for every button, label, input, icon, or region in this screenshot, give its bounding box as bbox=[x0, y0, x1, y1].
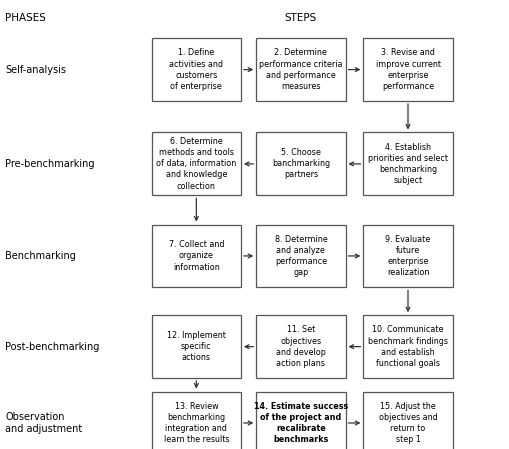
FancyBboxPatch shape bbox=[362, 38, 452, 101]
Text: 15. Adjust the
objectives and
return to
step 1: 15. Adjust the objectives and return to … bbox=[378, 402, 437, 444]
FancyBboxPatch shape bbox=[362, 392, 452, 449]
Text: 11. Set
objectives
and develop
action plans: 11. Set objectives and develop action pl… bbox=[275, 326, 325, 368]
FancyBboxPatch shape bbox=[152, 392, 241, 449]
Text: Benchmarking: Benchmarking bbox=[5, 251, 76, 261]
Text: PHASES: PHASES bbox=[5, 13, 46, 23]
FancyBboxPatch shape bbox=[152, 224, 241, 287]
FancyBboxPatch shape bbox=[256, 132, 345, 195]
Text: 6. Determine
methods and tools
of data, information
and knowledge
collection: 6. Determine methods and tools of data, … bbox=[156, 137, 236, 190]
Text: 3. Revise and
improve current
enterprise
performance: 3. Revise and improve current enterprise… bbox=[375, 48, 440, 91]
Text: 10. Communicate
benchmark findings
and establish
functional goals: 10. Communicate benchmark findings and e… bbox=[367, 326, 447, 368]
Text: Self-analysis: Self-analysis bbox=[5, 65, 66, 75]
Text: 13. Review
benchmarking
integration and
learn the results: 13. Review benchmarking integration and … bbox=[163, 402, 229, 444]
Text: 14. Estimate success
of the project and
recalibrate
benchmarks: 14. Estimate success of the project and … bbox=[253, 402, 347, 444]
Text: 1. Define
activities and
customers
of enterprise: 1. Define activities and customers of en… bbox=[169, 48, 223, 91]
FancyBboxPatch shape bbox=[256, 224, 345, 287]
Text: 12. Implement
specific
actions: 12. Implement specific actions bbox=[166, 331, 225, 362]
Text: 2. Determine
performance criteria
and performance
measures: 2. Determine performance criteria and pe… bbox=[259, 48, 342, 91]
FancyBboxPatch shape bbox=[152, 38, 241, 101]
Text: 7. Collect and
organize
information: 7. Collect and organize information bbox=[168, 240, 223, 272]
FancyBboxPatch shape bbox=[256, 392, 345, 449]
Text: 5. Choose
banchmarking
partners: 5. Choose banchmarking partners bbox=[271, 148, 329, 180]
FancyBboxPatch shape bbox=[256, 315, 345, 378]
FancyBboxPatch shape bbox=[362, 132, 452, 195]
FancyBboxPatch shape bbox=[362, 224, 452, 287]
FancyBboxPatch shape bbox=[152, 132, 241, 195]
FancyBboxPatch shape bbox=[152, 315, 241, 378]
Text: 9. Evaluate
future
enterprise
realization: 9. Evaluate future enterprise realizatio… bbox=[385, 235, 430, 277]
Text: Post-benchmarking: Post-benchmarking bbox=[5, 342, 99, 352]
Text: 4. Establish
priorities and select
benchmarking
subject: 4. Establish priorities and select bench… bbox=[367, 143, 447, 185]
Text: 8. Determine
and analyze
performance
gap: 8. Determine and analyze performance gap bbox=[274, 235, 327, 277]
Text: STEPS: STEPS bbox=[284, 13, 317, 23]
FancyBboxPatch shape bbox=[362, 315, 452, 378]
Text: Observation
and adjustment: Observation and adjustment bbox=[5, 412, 82, 434]
FancyBboxPatch shape bbox=[256, 38, 345, 101]
Text: Pre-benchmarking: Pre-benchmarking bbox=[5, 159, 94, 169]
